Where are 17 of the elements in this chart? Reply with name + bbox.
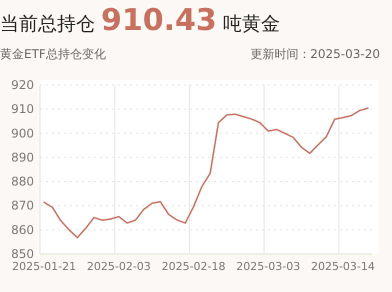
- y-tick-label: 870: [11, 198, 34, 213]
- y-tick-label: 850: [11, 247, 34, 261]
- text: 更新时间：2025-03-20: [250, 47, 380, 61]
- x-tick-label: 2025-01-21: [12, 260, 76, 273]
- x-tick-label: 2025-02-03: [86, 260, 151, 273]
- y-tick-label: 860: [11, 222, 34, 237]
- y-tick-label: 890: [11, 150, 34, 164]
- chart-title: 当前总持仓 910.43 吨黄金: [0, 3, 280, 38]
- y-tick-label: 900: [11, 126, 34, 140]
- x-tick-label: 2025-03-14: [310, 260, 375, 273]
- y-tick-label: 910: [11, 102, 34, 116]
- y-tick-label: 920: [11, 78, 34, 92]
- line-series: [43, 107, 369, 238]
- chart-subtitle: 黄金ETF总持仓变化: [0, 47, 106, 61]
- x-tick-label: 2025-02-18: [162, 260, 226, 273]
- y-tick-label: 880: [11, 174, 34, 189]
- x-tick-label: 2025-03-03: [236, 260, 300, 273]
